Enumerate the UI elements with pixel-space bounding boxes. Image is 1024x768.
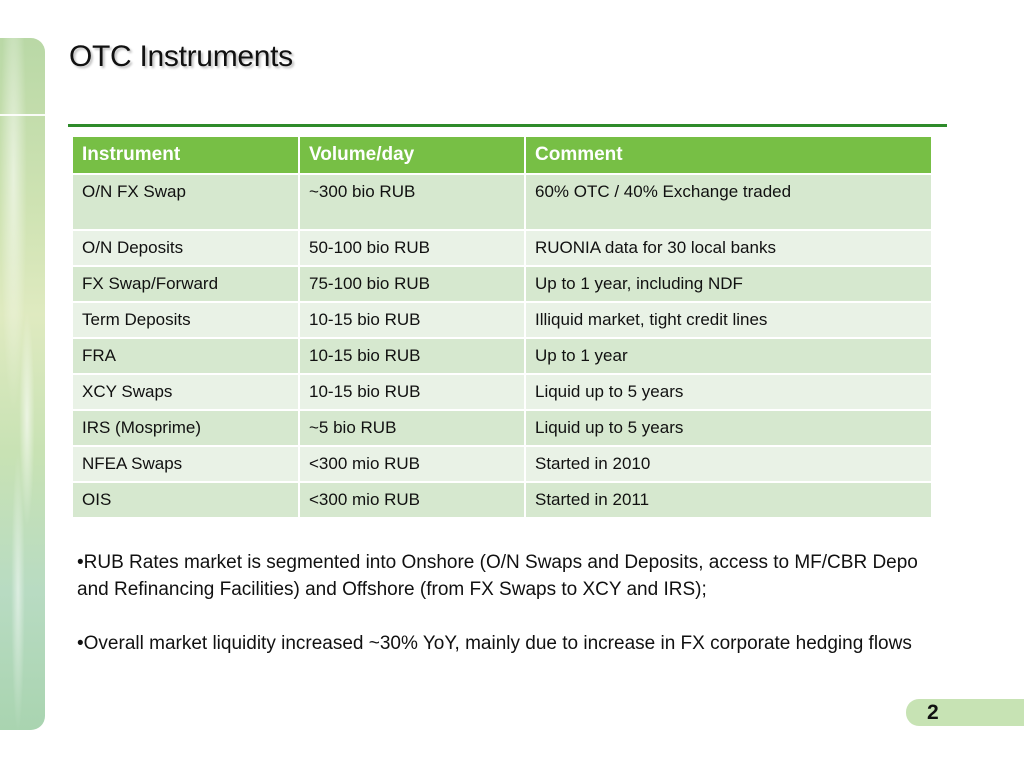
cell-volume: 10-15 bio RUB [298, 337, 526, 375]
cell-instrument: Term Deposits [71, 301, 300, 339]
cell-comment: Illiquid market, tight credit lines [524, 301, 933, 339]
cell-comment: Liquid up to 5 years [524, 409, 933, 447]
cell-comment: 60% OTC / 40% Exchange traded [524, 173, 933, 231]
cell-volume: <300 mio RUB [298, 445, 526, 483]
header-volume-day: Volume/day [298, 135, 526, 175]
cell-comment: Liquid up to 5 years [524, 373, 933, 411]
cell-instrument: NFEA Swaps [71, 445, 300, 483]
cell-instrument: FRA [71, 337, 300, 375]
otc-instruments-table: Instrument Volume/day Comment O/N FX Swa… [71, 135, 933, 519]
bullet-liquidity-increase: •Overall market liquidity increased ~30%… [77, 633, 912, 654]
table-row: FRA 10-15 bio RUB Up to 1 year [71, 337, 933, 375]
page-number-badge [906, 699, 1024, 726]
table-row: O/N FX Swap ~300 bio RUB 60% OTC / 40% E… [71, 173, 933, 231]
cell-comment: Up to 1 year [524, 337, 933, 375]
slide-title: OTC Instruments [69, 40, 293, 73]
decorative-strip-divider [0, 114, 45, 116]
title-underline-rule [68, 124, 947, 127]
cell-volume: 10-15 bio RUB [298, 301, 526, 339]
cell-instrument: O/N FX Swap [71, 173, 300, 231]
table-row: FX Swap/Forward 75-100 bio RUB Up to 1 y… [71, 265, 933, 303]
table-row: OIS <300 mio RUB Started in 2011 [71, 481, 933, 519]
table-row: XCY Swaps 10-15 bio RUB Liquid up to 5 y… [71, 373, 933, 411]
bullet-notes: •RUB Rates market is segmented into Onsh… [77, 549, 927, 684]
cell-comment: RUONIA data for 30 local banks [524, 229, 933, 267]
table-row: NFEA Swaps <300 mio RUB Started in 2010 [71, 445, 933, 483]
table-row: O/N Deposits 50-100 bio RUB RUONIA data … [71, 229, 933, 267]
table-header-row: Instrument Volume/day Comment [71, 135, 933, 175]
cell-comment: Started in 2011 [524, 481, 933, 519]
cell-volume: ~300 bio RUB [298, 173, 526, 231]
page-number: 2 [927, 701, 939, 724]
header-comment: Comment [524, 135, 933, 175]
cell-comment: Up to 1 year, including NDF [524, 265, 933, 303]
cell-instrument: IRS (Mosprime) [71, 409, 300, 447]
table-row: IRS (Mosprime) ~5 bio RUB Liquid up to 5… [71, 409, 933, 447]
cell-comment: Started in 2010 [524, 445, 933, 483]
cell-instrument: FX Swap/Forward [71, 265, 300, 303]
cell-instrument: O/N Deposits [71, 229, 300, 267]
header-instrument: Instrument [71, 135, 300, 175]
cell-volume: <300 mio RUB [298, 481, 526, 519]
cell-instrument: OIS [71, 481, 300, 519]
table-row: Term Deposits 10-15 bio RUB Illiquid mar… [71, 301, 933, 339]
cell-instrument: XCY Swaps [71, 373, 300, 411]
cell-volume: ~5 bio RUB [298, 409, 526, 447]
cell-volume: 10-15 bio RUB [298, 373, 526, 411]
bullet-market-segmentation: •RUB Rates market is segmented into Onsh… [77, 552, 918, 600]
cell-volume: 50-100 bio RUB [298, 229, 526, 267]
decorative-leaf-strip [0, 38, 45, 730]
cell-volume: 75-100 bio RUB [298, 265, 526, 303]
